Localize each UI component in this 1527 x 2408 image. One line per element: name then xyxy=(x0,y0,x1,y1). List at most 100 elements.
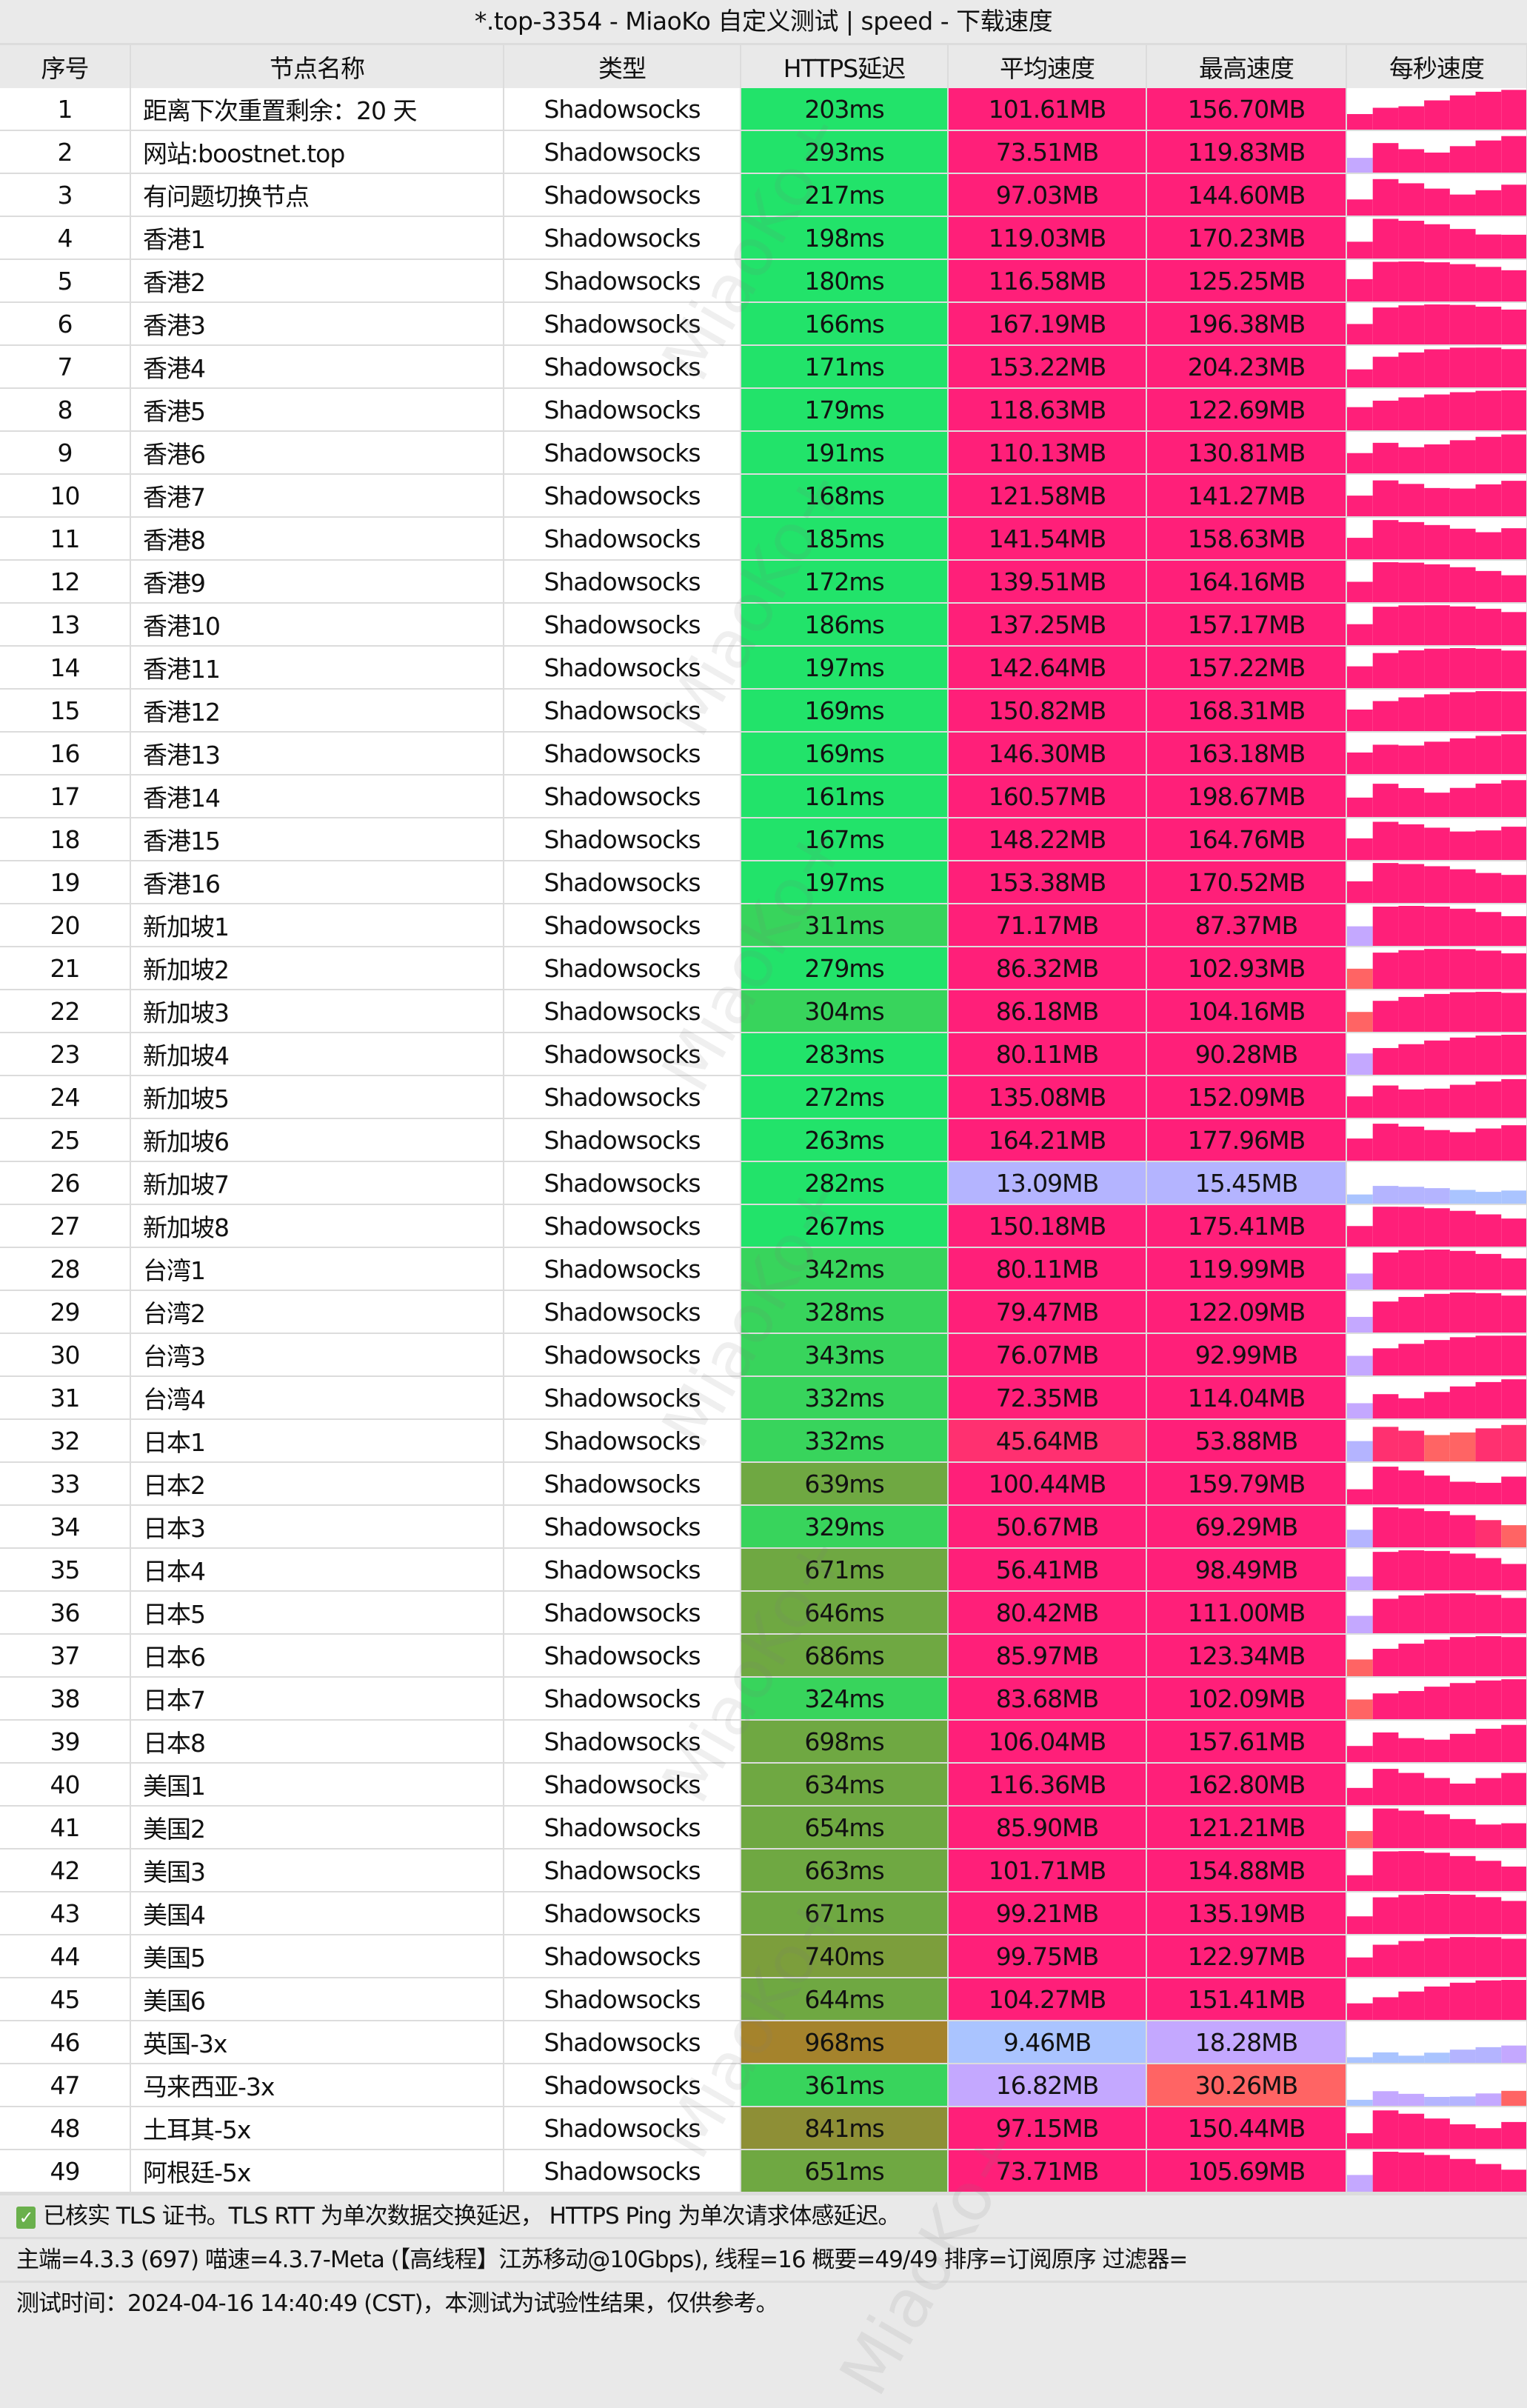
sparkline-bar xyxy=(1347,538,1373,558)
sparkline-bar xyxy=(1347,1530,1373,1547)
speed-sparkline xyxy=(1346,1634,1527,1678)
table-row: 12 香港9 Shadowsocks 172ms 139.51MB 164.16MB xyxy=(0,560,1527,604)
index-cell: 34 xyxy=(0,1505,131,1549)
sparkline-bar xyxy=(1449,606,1476,644)
latency-cell: 644ms xyxy=(741,1978,949,2021)
latency-cell: 332ms xyxy=(741,1376,949,1420)
sparkline-bar xyxy=(1475,1520,1502,1547)
sparkline-bar xyxy=(1372,953,1399,988)
max-speed-cell: 122.09MB xyxy=(1146,1290,1347,1334)
sparkline-bar xyxy=(1475,1381,1502,1418)
sparkline-bar xyxy=(1449,488,1476,516)
sparkline-bar xyxy=(1449,908,1476,945)
table-row: 13 香港10 Shadowsocks 186ms 137.25MB 157.17MB xyxy=(0,603,1527,647)
table-row: 10 香港7 Shadowsocks 168ms 121.58MB 141.27MB xyxy=(0,474,1527,518)
type-cell: Shadowsocks xyxy=(504,88,741,131)
node-name-cell: 英国-3x xyxy=(130,2021,504,2064)
table-row: 46 英国-3x Shadowsocks 968ms 9.46MB 18.28MB xyxy=(0,2021,1527,2064)
speed-sparkline xyxy=(1346,990,1527,1033)
sparkline-bar xyxy=(1501,1335,1526,1375)
speed-sparkline xyxy=(1346,775,1527,818)
sparkline-bar xyxy=(1475,2047,1502,2062)
speed-sparkline xyxy=(1346,1935,1527,1978)
sparkline-bar xyxy=(1398,1810,1425,1847)
max-speed-cell: 170.23MB xyxy=(1146,216,1347,260)
sparkline-bar xyxy=(1372,1648,1399,1675)
sparkline-bar xyxy=(1501,2169,1526,2191)
node-name-cell: 马来西亚-3x xyxy=(130,2064,504,2107)
max-speed-cell: 53.88MB xyxy=(1146,1419,1347,1463)
speed-sparkline xyxy=(1346,732,1527,776)
index-cell: 2 xyxy=(0,130,131,174)
speed-sparkline xyxy=(1346,1290,1527,1334)
sparkline-bar xyxy=(1424,1778,1450,1804)
speed-sparkline xyxy=(1346,1763,1527,1807)
sparkline-bar xyxy=(1398,1508,1425,1547)
sparkline-bar xyxy=(1424,1475,1450,1504)
type-cell: Shadowsocks xyxy=(504,1849,741,1892)
type-cell: Shadowsocks xyxy=(504,1935,741,1978)
latency-cell: 671ms xyxy=(741,1892,949,1935)
max-speed-cell: 177.96MB xyxy=(1146,1118,1347,1162)
node-name-cell: 香港2 xyxy=(130,259,504,303)
sparkline-bar xyxy=(1372,1047,1399,1074)
table-row: 41 美国2 Shadowsocks 654ms 85.90MB 121.21MB xyxy=(0,1806,1527,1850)
sparkline-bar xyxy=(1424,1814,1450,1847)
type-cell: Shadowsocks xyxy=(504,818,741,861)
sparkline-bar xyxy=(1347,1138,1373,1160)
sparkline-bar xyxy=(1347,1053,1373,1074)
speed-sparkline xyxy=(1346,818,1527,861)
sparkline-bar xyxy=(1372,1394,1399,1418)
max-speed-cell: 198.67MB xyxy=(1146,775,1347,818)
sparkline-bar xyxy=(1424,1739,1450,1761)
sparkline-bar xyxy=(1449,1337,1476,1375)
sparkline-bar xyxy=(1475,1253,1502,1289)
footer: ✓ 已核实 TLS 证书。TLS RTT 为单次数据交换延迟， HTTPS Pin… xyxy=(0,2193,1527,2324)
node-name-cell: 香港8 xyxy=(130,517,504,561)
type-cell: Shadowsocks xyxy=(504,689,741,733)
speed-sparkline xyxy=(1346,1033,1527,1076)
sparkline-bar xyxy=(1449,2124,1476,2148)
speed-sparkline xyxy=(1346,474,1527,518)
sparkline-bar xyxy=(1501,1078,1526,1117)
max-speed-cell: 168.31MB xyxy=(1146,689,1347,733)
sparkline-bar xyxy=(1501,1476,1526,1504)
index-cell: 32 xyxy=(0,1419,131,1463)
latency-cell: 203ms xyxy=(741,88,949,131)
sparkline-bar xyxy=(1347,709,1373,730)
sparkline-bar xyxy=(1449,2050,1476,2062)
sparkline-bar xyxy=(1475,570,1502,601)
table-row: 18 香港15 Shadowsocks 167ms 148.22MB 164.76MB xyxy=(0,818,1527,861)
table-row: 30 台湾3 Shadowsocks 343ms 76.07MB 92.99MB xyxy=(0,1333,1527,1377)
avg-speed-cell: 97.15MB xyxy=(948,2107,1147,2150)
header-index: 序号 xyxy=(0,45,131,88)
table-row: 43 美国4 Shadowsocks 671ms 99.21MB 135.19MB xyxy=(0,1892,1527,1935)
sparkline-bar xyxy=(1372,356,1399,387)
sparkline-bar xyxy=(1347,2099,1373,2105)
node-name-cell: 新加坡6 xyxy=(130,1118,504,1162)
sparkline-bar xyxy=(1501,349,1526,387)
sparkline-bar xyxy=(1398,650,1425,687)
node-name-cell: 香港10 xyxy=(130,603,504,647)
sparkline-bar xyxy=(1424,1392,1450,1418)
sparkline-bar xyxy=(1424,866,1450,902)
sparkline-bar xyxy=(1501,1598,1526,1632)
latency-cell: 263ms xyxy=(741,1118,949,1162)
node-name-cell: 美国5 xyxy=(130,1935,504,1978)
speed-sparkline xyxy=(1346,1978,1527,2021)
node-name-cell: 香港1 xyxy=(130,216,504,260)
sparkline-bar xyxy=(1424,1894,1450,1933)
avg-speed-cell: 118.63MB xyxy=(948,388,1147,432)
sparkline-bar xyxy=(1372,1301,1399,1332)
sparkline-bar xyxy=(1449,304,1476,344)
max-speed-cell: 196.38MB xyxy=(1146,302,1347,346)
avg-speed-cell: 80.11MB xyxy=(948,1247,1147,1291)
speed-sparkline xyxy=(1346,259,1527,303)
sparkline-bar xyxy=(1475,347,1502,387)
sparkline-bar xyxy=(1449,992,1476,1031)
sparkline-bar xyxy=(1449,787,1476,816)
speed-sparkline xyxy=(1346,1247,1527,1291)
index-cell: 15 xyxy=(0,689,131,733)
speed-sparkline xyxy=(1346,2021,1527,2064)
avg-speed-cell: 13.09MB xyxy=(948,1161,1147,1205)
